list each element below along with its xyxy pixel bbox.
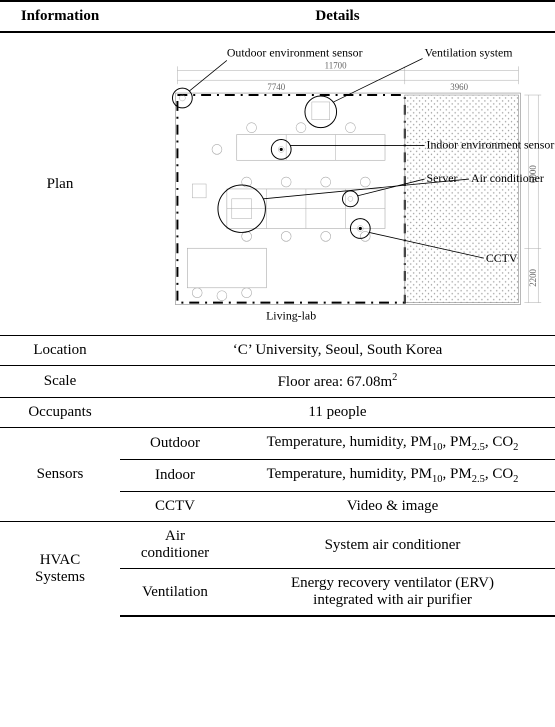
dim-right-lower: 2200: [528, 268, 538, 286]
dim-top-left: 7740: [267, 82, 285, 92]
scale-label: Scale: [0, 366, 120, 398]
occupants-row: Occupants 11 people: [0, 398, 555, 428]
label-air-conditioner: Air conditioner: [471, 171, 544, 185]
interior-furniture: [179, 95, 404, 303]
plan-diagram-cell: 11700 7740 3960 6000 2200: [120, 32, 555, 336]
hvac-ac-row: HVACSystems Airconditioner System air co…: [0, 522, 555, 569]
header-information: Information: [0, 1, 120, 32]
dim-top-right: 3960: [450, 82, 468, 92]
spec-table: Information Details Plan: [0, 0, 555, 617]
hvac-ac-label-l1: Air: [165, 528, 185, 544]
hvac-ac-label-l2: conditioner: [141, 545, 209, 561]
hvac-vent-value: Energy recovery ventilator (ERV)integrat…: [230, 569, 555, 617]
label-ventilation: Ventilation system: [425, 45, 514, 59]
living-lab-boundary: [177, 95, 404, 303]
location-row: Location ‘C’ University, Seoul, South Ko…: [0, 336, 555, 366]
callout-outdoor-sensor: Outdoor environment sensor: [172, 45, 362, 107]
occupants-label: Occupants: [0, 398, 120, 428]
sensors-cctv-value: Video & image: [230, 492, 555, 522]
dimension-right: 6000 2200: [524, 95, 541, 303]
sensors-outdoor-row: Sensors Outdoor Temperature, humidity, P…: [0, 428, 555, 460]
sensors-outdoor-value: Temperature, humidity, PM10, PM2.5, CO2: [230, 428, 555, 460]
hvac-label: HVACSystems: [0, 522, 120, 617]
hvac-vent-l1: Energy recovery ventilator (ERV): [291, 575, 494, 591]
hvac-vent-l2: integrated with air purifier: [313, 592, 472, 608]
location-label: Location: [0, 336, 120, 366]
sensors-label: Sensors: [0, 428, 120, 522]
label-cctv: CCTV: [486, 251, 518, 265]
plan-row: Plan 11700: [0, 32, 555, 336]
hvac-ac-label: Airconditioner: [120, 522, 230, 569]
hvac-label-l1: HVAC: [40, 552, 81, 568]
sensors-indoor-value: Temperature, humidity, PM10, PM2.5, CO2: [230, 460, 555, 492]
plan-label: Plan: [0, 32, 120, 336]
label-living-lab: Living-lab: [266, 308, 316, 322]
location-value: ‘C’ University, Seoul, South Korea: [120, 336, 555, 366]
scale-prefix: Floor area: 67.08m: [278, 374, 393, 390]
label-indoor-sensor: Indoor environment sensor: [427, 137, 555, 151]
hvac-label-l2: Systems: [35, 569, 85, 585]
dimension-top: 11700 7740 3960: [177, 60, 518, 92]
sensors-indoor-label: Indoor: [120, 460, 230, 492]
scale-row: Scale Floor area: 67.08m2: [0, 366, 555, 398]
dim-top-total: 11700: [325, 60, 347, 70]
header-details: Details: [120, 1, 555, 32]
adjacent-dotted-area: [405, 95, 519, 303]
hvac-vent-label: Ventilation: [120, 569, 230, 617]
floor-plan-svg: 11700 7740 3960 6000 2200: [128, 39, 555, 329]
sensors-cctv-label: CCTV: [120, 492, 230, 522]
sensors-outdoor-label: Outdoor: [120, 428, 230, 460]
label-outdoor-sensor: Outdoor environment sensor: [227, 45, 363, 59]
occupants-value: 11 people: [120, 398, 555, 428]
scale-value: Floor area: 67.08m2: [120, 366, 555, 398]
hvac-ac-value: System air conditioner: [230, 522, 555, 569]
header-row: Information Details: [0, 1, 555, 32]
scale-sup: 2: [392, 372, 397, 383]
